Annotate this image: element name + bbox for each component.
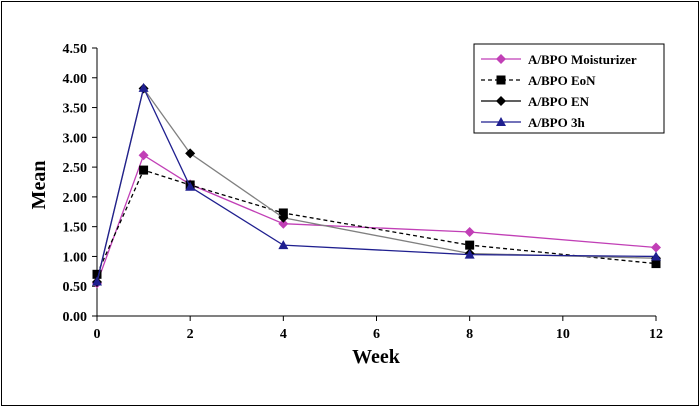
legend-label: A/BPO EoN	[528, 73, 596, 88]
y-tick-label: 1.00	[63, 250, 88, 265]
data-point	[465, 240, 475, 250]
x-tick-label: 6	[373, 327, 380, 342]
y-tick-label: 0.50	[63, 280, 88, 295]
data-point	[185, 181, 196, 191]
x-axis-ticks: 0 2 4 6 8 10 12	[94, 316, 663, 342]
y-axis-title: Mean	[28, 161, 50, 210]
data-point	[651, 251, 661, 261]
data-point	[185, 148, 196, 159]
x-tick-label: 2	[187, 327, 194, 342]
y-tick-label: 4.00	[63, 72, 88, 87]
series-line	[96, 154, 657, 284]
y-tick-label: 2.50	[63, 161, 88, 176]
data-point	[139, 165, 149, 175]
data-point	[278, 212, 289, 223]
series-1	[92, 150, 661, 289]
y-tick-label: 3.00	[63, 131, 88, 146]
legend-marker	[496, 75, 506, 85]
y-tick-label: 4.50	[63, 42, 88, 57]
data-point	[464, 227, 475, 238]
y-tick-label: 0.00	[63, 310, 88, 325]
series-line	[96, 169, 657, 275]
x-tick-label: 4	[280, 327, 287, 342]
legend-marker	[496, 117, 506, 126]
y-axis-ticks: 0.00 0.50 1.00 1.50 2.00 2.50 3.00 3.50 4.00 4.50	[63, 42, 97, 325]
data-point	[651, 259, 661, 269]
data-point	[138, 150, 149, 161]
y-tick-label: 2.00	[63, 191, 88, 206]
series-2	[92, 165, 661, 279]
x-tick-label: 0	[94, 327, 101, 342]
legend: A/BPO Moisturizer A/BPO EoN A/BPO EN A/BPO …	[473, 43, 665, 134]
x-tick-label: 8	[466, 327, 473, 342]
legend-label: A/BPO EN	[528, 94, 590, 109]
legend-entry: A/BPO EoN	[481, 73, 596, 88]
legend-entry: A/BPO EN	[481, 94, 590, 109]
legend-label: A/BPO Moisturizer	[528, 52, 637, 67]
legend-entry: A/BPO 3h	[481, 115, 585, 130]
series-line	[96, 85, 657, 282]
data-point	[278, 240, 289, 250]
x-tick-label: 12	[649, 327, 663, 342]
legend-entry: A/BPO Moisturizer	[481, 52, 637, 67]
data-point	[651, 242, 661, 253]
data-point	[464, 249, 475, 259]
series-group	[92, 82, 661, 289]
y-tick-label: 3.50	[63, 102, 88, 117]
legend-marker	[496, 96, 506, 106]
data-point	[92, 276, 102, 286]
data-point	[278, 218, 289, 229]
legend-label: A/BPO 3h	[528, 115, 585, 130]
x-tick-label: 10	[556, 327, 570, 342]
data-point	[92, 269, 102, 279]
series-4	[92, 82, 661, 286]
x-axis-title: Week	[352, 346, 401, 368]
data-point	[138, 82, 149, 92]
legend-marker	[496, 54, 506, 64]
y-tick-label: 1.50	[63, 221, 88, 236]
